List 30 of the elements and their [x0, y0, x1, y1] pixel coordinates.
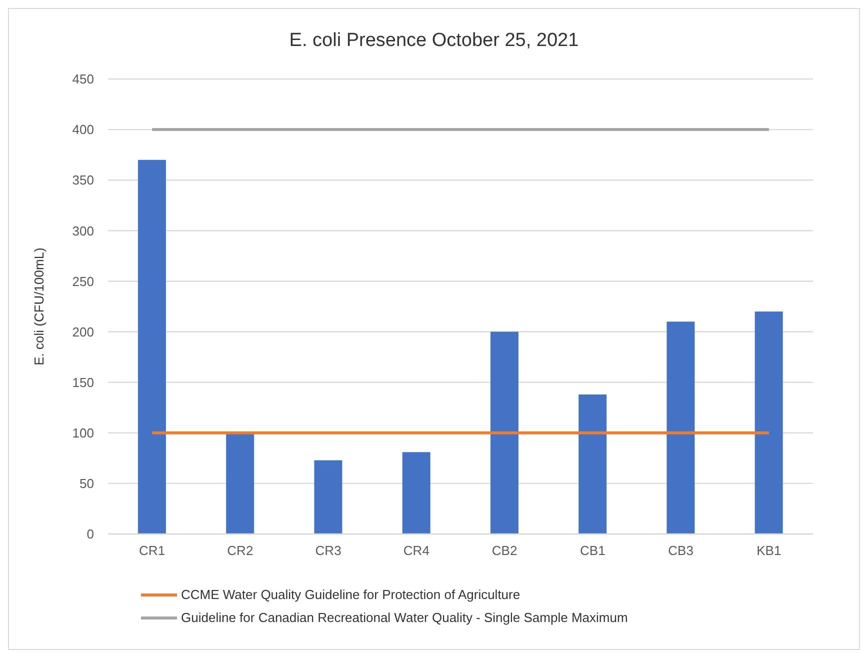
bar: [578, 394, 607, 534]
x-tick-label: KB1: [756, 543, 782, 558]
bar: [490, 332, 518, 534]
legend-label: Guideline for Canadian Recreational Water Quality - Single Sample Maximum: [181, 610, 628, 625]
y-tick-label: 0: [86, 526, 94, 542]
bar: [754, 312, 783, 534]
y-tick-label: 350: [72, 172, 94, 188]
y-tick-label: 50: [80, 476, 94, 492]
bar: [226, 434, 254, 534]
y-tick-label: 450: [72, 72, 94, 87]
y-tick-label: 100: [72, 426, 94, 441]
chart-title: E. coli Presence October 25, 2021: [288, 30, 580, 52]
x-tick-label: CB1: [580, 543, 606, 558]
y-tick-label: 250: [72, 274, 94, 289]
bar: [138, 160, 166, 534]
bar: [314, 460, 342, 534]
y-tick-label: 150: [72, 374, 94, 390]
x-tick-label: CR4: [403, 543, 430, 558]
x-tick-label: CR2: [227, 543, 254, 558]
y-tick-label: 300: [72, 223, 94, 238]
x-tick-label: CB2: [492, 543, 518, 558]
legend-label: CCME Water Quality Guideline for Protection of Agriculture: [181, 587, 520, 602]
y-tick-label: 200: [72, 324, 94, 340]
bar: [402, 452, 430, 534]
x-tick-label: CB3: [668, 543, 694, 558]
x-tick-label: CR1: [139, 543, 166, 558]
bar: [666, 322, 695, 534]
x-tick-label: CR3: [315, 543, 342, 558]
y-axis-title: E. coli (CFU/100mL): [32, 248, 47, 366]
y-tick-label: 400: [72, 122, 94, 138]
